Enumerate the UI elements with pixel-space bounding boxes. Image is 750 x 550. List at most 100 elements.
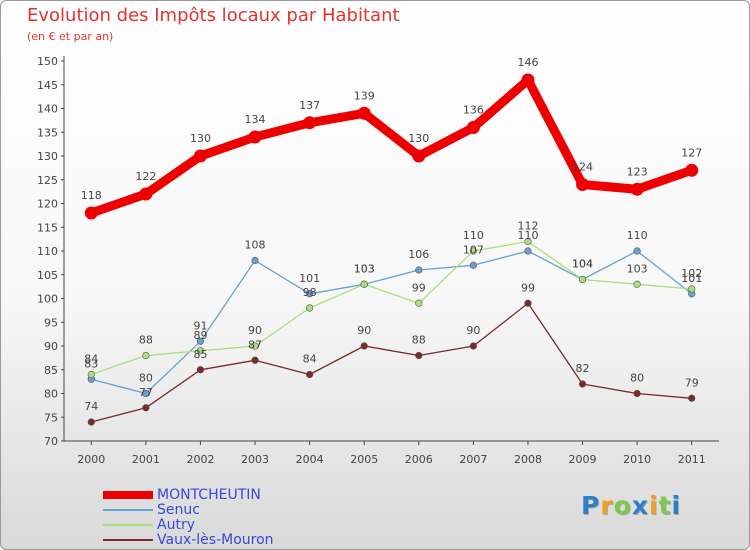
legend-item-montcheutin: MONTCHEUTIN: [103, 488, 261, 502]
data-point-montcheutin: [576, 178, 590, 191]
legend-swatch-senuc: [103, 509, 153, 511]
data-label-vaux-les-mouron: 82: [576, 362, 590, 375]
series-line-vaux-les-mouron: [90, 302, 693, 423]
y-tick-label: 115: [37, 221, 58, 234]
data-label-montcheutin: 130: [408, 132, 429, 145]
logo-letter: i: [649, 491, 659, 520]
data-label-vaux-les-mouron: 90: [466, 324, 480, 337]
chart-title: Evolution des Impôts locaux par Habitant: [27, 5, 400, 26]
y-tick-label: 90: [44, 340, 58, 353]
legend-label-senuc: Senuc: [157, 502, 200, 518]
data-label-vaux-les-mouron: 77: [139, 386, 153, 399]
data-point-vaux-les-mouron: [578, 380, 587, 388]
data-label-montcheutin: 123: [627, 165, 648, 178]
legend-swatch-vaux-les-mouron: [103, 539, 153, 541]
data-point-montcheutin: [303, 116, 317, 130]
data-label-vaux-les-mouron: 90: [357, 324, 371, 337]
data-label-senuc: 104: [572, 258, 593, 271]
x-tick-label: 2004: [296, 453, 324, 466]
data-point-autry: [688, 285, 696, 293]
legend-item-senuc: Senuc: [103, 503, 200, 517]
x-tick-label: 2005: [350, 453, 378, 466]
data-point-vaux-les-mouron: [360, 342, 368, 350]
data-point-senuc: [251, 256, 259, 265]
data-label-montcheutin: 124: [572, 161, 593, 174]
data-point-montcheutin: [521, 73, 535, 87]
data-point-montcheutin: [685, 163, 699, 177]
data-label-senuc: 108: [245, 239, 266, 252]
logo-letter: r: [600, 491, 614, 520]
data-point-vaux-les-mouron: [196, 366, 205, 374]
data-point-montcheutin: [248, 130, 262, 144]
data-point-autry: [415, 299, 423, 307]
data-label-vaux-les-mouron: 85: [193, 348, 207, 361]
x-tick-label: 2003: [241, 453, 269, 466]
data-point-autry: [469, 247, 477, 255]
y-tick-label: 110: [37, 245, 58, 258]
x-tick-label: 2007: [459, 453, 487, 466]
x-tick-label: 2001: [132, 453, 160, 466]
data-point-vaux-les-mouron: [688, 394, 696, 402]
x-tick-label: 2008: [514, 453, 542, 466]
data-label-montcheutin: 137: [299, 99, 320, 112]
data-point-senuc: [469, 261, 477, 269]
data-label-autry: 99: [412, 281, 426, 294]
data-label-senuc: 101: [299, 272, 320, 285]
legend-item-vaux-les-mouron: Vaux-lès-Mouron: [103, 533, 274, 547]
data-point-autry: [578, 275, 587, 284]
data-point-vaux-les-mouron: [524, 299, 532, 307]
data-point-autry: [142, 351, 150, 360]
data-label-autry: 90: [248, 324, 262, 337]
chart-subtitle: (en € et par an): [27, 30, 114, 43]
data-point-montcheutin: [412, 149, 426, 163]
data-label-senuc: 103: [354, 262, 375, 275]
y-tick-label: 85: [44, 364, 58, 377]
data-point-autry: [196, 347, 205, 355]
data-point-autry: [87, 370, 95, 379]
data-point-montcheutin: [630, 182, 644, 196]
proxiti-logo: Proxiti: [581, 491, 681, 520]
data-point-senuc: [415, 266, 423, 274]
data-point-autry: [251, 342, 259, 350]
data-label-vaux-les-mouron: 84: [303, 353, 317, 366]
logo-letter: t: [658, 491, 672, 520]
series-line-montcheutin: [86, 75, 697, 218]
y-tick-label: 140: [37, 103, 58, 116]
data-point-vaux-les-mouron: [306, 370, 314, 379]
data-label-montcheutin: 122: [135, 170, 156, 183]
data-label-autry: 112: [517, 220, 538, 233]
legend-item-autry: Autry: [103, 518, 195, 532]
data-label-autry: 103: [627, 262, 648, 275]
y-tick-label: 145: [37, 79, 58, 92]
data-point-vaux-les-mouron: [415, 351, 423, 360]
data-point-montcheutin: [466, 121, 480, 134]
data-point-montcheutin: [84, 206, 98, 220]
data-point-autry: [306, 304, 314, 312]
data-point-senuc: [306, 290, 314, 298]
data-label-autry: 110: [463, 229, 484, 242]
series-line-senuc: [90, 250, 693, 395]
data-label-montcheutin: 130: [190, 132, 211, 145]
data-label-autry: 104: [572, 258, 593, 271]
data-point-montcheutin: [193, 149, 207, 163]
y-tick-label: 105: [37, 269, 58, 282]
data-point-vaux-les-mouron: [87, 418, 95, 426]
y-tick-label: 100: [37, 293, 58, 306]
x-tick-label: 2011: [678, 453, 706, 466]
data-label-montcheutin: 118: [81, 189, 102, 202]
data-label-senuc: 107: [463, 243, 484, 256]
data-point-vaux-les-mouron: [633, 389, 641, 398]
data-label-montcheutin: 146: [517, 56, 538, 69]
y-tick-label: 125: [37, 174, 58, 187]
data-label-senuc: 110: [627, 229, 648, 242]
data-label-autry: 89: [193, 329, 207, 342]
y-tick-label: 95: [44, 316, 58, 329]
x-tick-label: 2006: [405, 453, 433, 466]
data-point-autry: [633, 280, 641, 288]
data-label-vaux-les-mouron: 87: [248, 338, 262, 351]
data-point-autry: [360, 280, 368, 288]
data-label-senuc: 80: [139, 372, 153, 385]
legend-label-montcheutin: MONTCHEUTIN: [157, 487, 261, 503]
data-point-senuc: [196, 337, 205, 345]
data-point-autry: [524, 237, 532, 246]
